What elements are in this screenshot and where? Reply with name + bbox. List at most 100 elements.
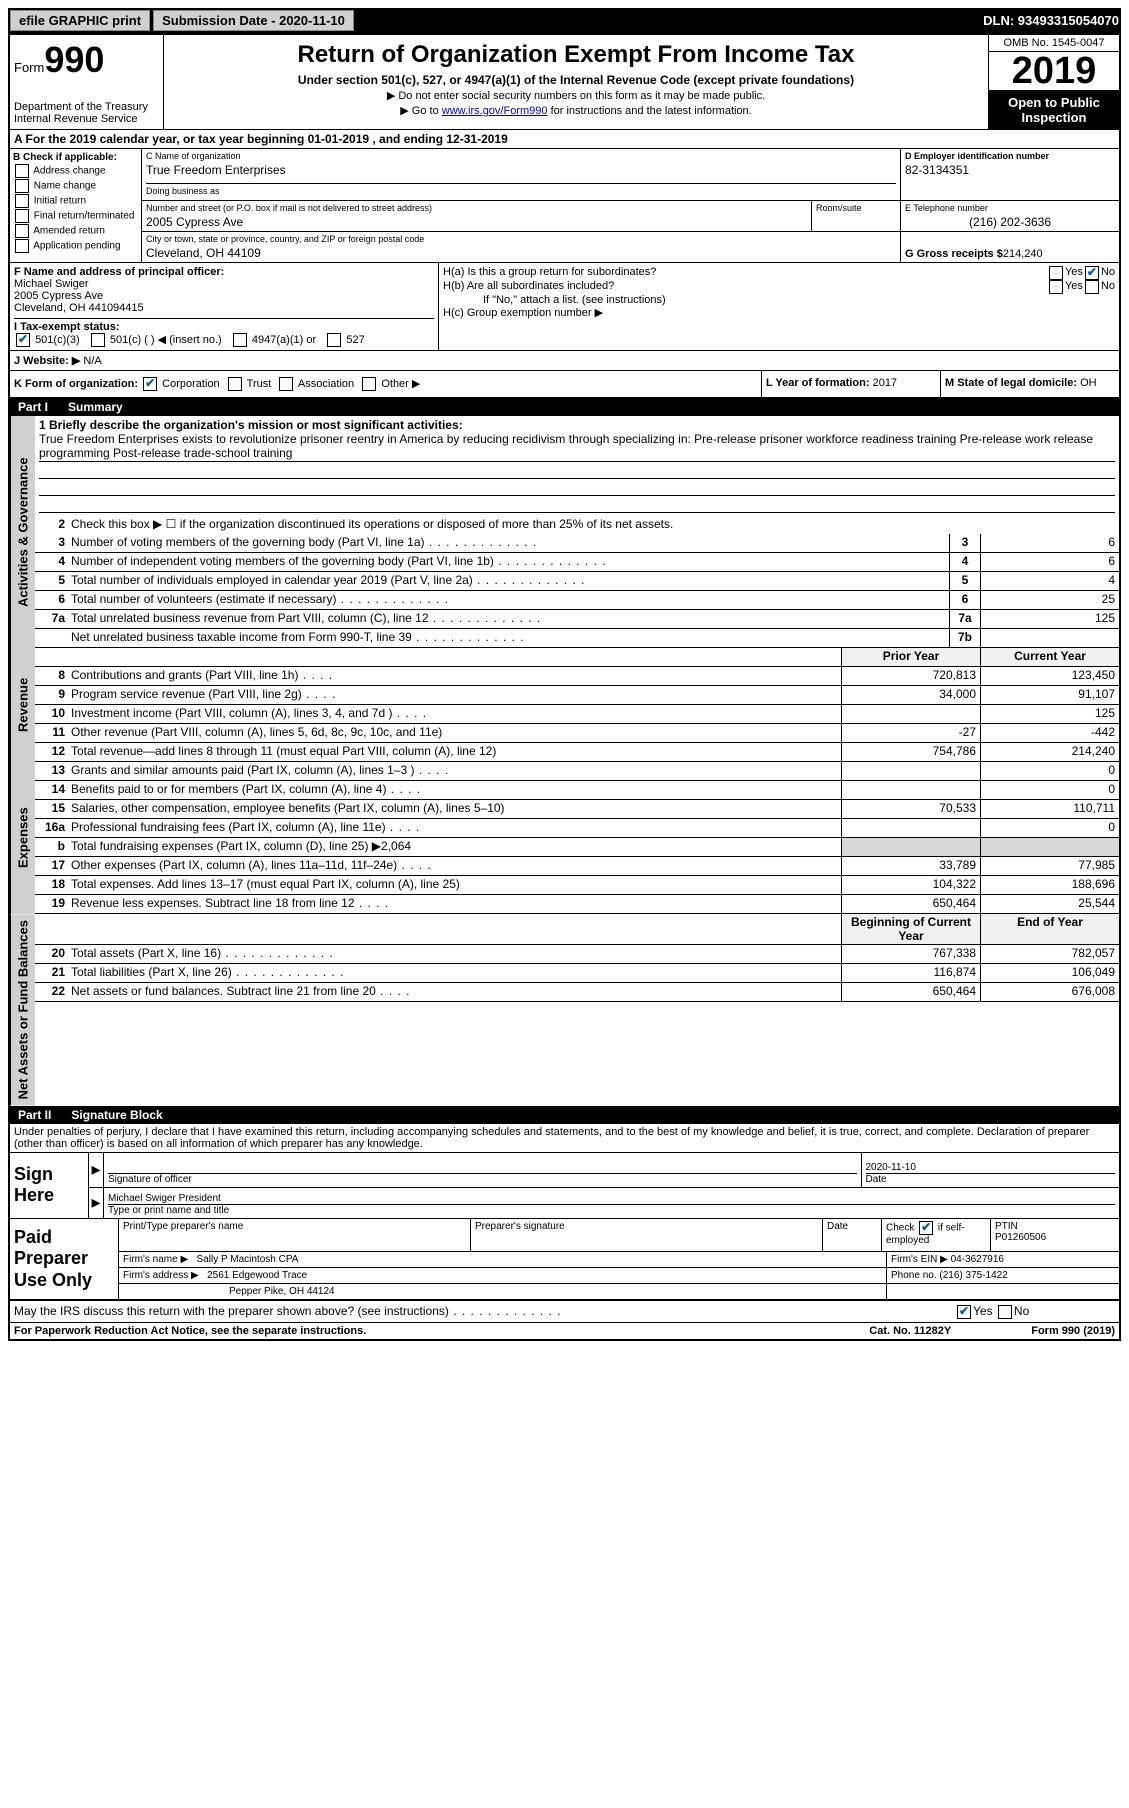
line-7b-value [980,629,1119,647]
header-note-1: ▶ Do not enter social security numbers o… [170,89,982,102]
officer-addr2: Cleveland, OH 441094415 [14,302,434,314]
side-tab-net-assets: Net Assets or Fund Balances [10,914,35,1105]
line-17-curr: 77,985 [980,857,1119,875]
section-l: L Year of formation: 2017 [761,371,940,397]
line-12-prior: 754,786 [841,743,980,761]
checkbox-self-employed[interactable]: ✔ [919,1221,933,1235]
line-20-curr: 782,057 [980,945,1119,963]
line-18-prior: 104,322 [841,876,980,894]
checkbox-address-change[interactable] [15,164,29,178]
checkbox-hb-no[interactable] [1085,280,1099,294]
irs-link[interactable]: www.irs.gov/Form990 [442,105,548,117]
mission-block: 1 Briefly describe the organization's mi… [35,416,1119,516]
line-22-prior: 650,464 [841,983,980,1001]
checkbox-discuss-yes[interactable]: ✔ [957,1305,971,1319]
section-cde: C Name of organization True Freedom Ente… [142,149,1119,262]
governance-section: Activities & Governance 1 Briefly descri… [10,416,1119,648]
line-6-value: 25 [980,591,1119,609]
line-8-curr: 123,450 [980,667,1119,685]
line-2: Check this box ▶ ☐ if the organization d… [67,516,1119,534]
line-20-prior: 767,338 [841,945,980,963]
irs-label: Internal Revenue Service [14,113,159,125]
section-m: M State of legal domicile: OH [940,371,1119,397]
section-h: H(a) Is this a group return for subordin… [439,263,1119,350]
line-21-curr: 106,049 [980,964,1119,982]
arrow-icon: ▸ [89,1188,104,1218]
firm-addr-value: 2561 Edgewood Trace [207,1270,307,1281]
line-16a-curr: 0 [980,819,1119,837]
checkbox-application-pending[interactable] [15,239,29,253]
checkbox-initial-return[interactable] [15,194,29,208]
footer-left: For Paperwork Reduction Act Notice, see … [14,1325,869,1337]
checkbox-association[interactable] [279,377,293,391]
ptin-value: P01260506 [995,1232,1046,1243]
line-9-prior: 34,000 [841,686,980,704]
line-18-curr: 188,696 [980,876,1119,894]
room-cell: Room/suite [812,201,901,231]
firm-addr2-value: Pepper Pike, OH 44124 [119,1284,887,1299]
section-b-label: B Check if applicable: [13,152,138,163]
checkbox-4947[interactable] [233,333,247,347]
checkbox-ha-yes[interactable] [1049,266,1063,280]
checkbox-ha-no[interactable]: ✔ [1085,266,1099,280]
checkbox-501c[interactable] [91,333,105,347]
org-name-value: True Freedom Enterprises [146,163,896,177]
checkbox-amended-return[interactable] [15,224,29,238]
checkbox-discuss-no[interactable] [998,1305,1012,1319]
dln-label: DLN: 93493315054070 [983,13,1119,28]
header-row: Form990 Department of the Treasury Inter… [10,35,1119,130]
website-value: N/A [83,355,101,367]
officer-addr1: 2005 Cypress Ave [14,290,434,302]
ein-cell: D Employer identification number 82-3134… [901,149,1119,200]
section-bcd: B Check if applicable: Address change Na… [10,149,1119,263]
address-cell: Number and street (or P.O. box if mail i… [142,201,812,231]
footer-row: For Paperwork Reduction Act Notice, see … [10,1323,1119,1339]
checkbox-501c3[interactable]: ✔ [16,333,30,347]
line-3-value: 6 [980,534,1119,552]
gross-receipts-cell: G Gross receipts $ 214,240 [901,232,1119,262]
side-tab-expenses: Expenses [10,762,35,914]
line-19-curr: 25,544 [980,895,1119,913]
penalties-declaration: Under penalties of perjury, I declare th… [10,1124,1119,1153]
checkbox-hb-yes[interactable] [1049,280,1063,294]
line-16a-prior [841,819,980,837]
form-container: Form990 Department of the Treasury Inter… [8,33,1121,1341]
footer-right: Form 990 (2019) [1031,1325,1115,1337]
line-7a-value: 125 [980,610,1119,628]
form-subtitle: Under section 501(c), 527, or 4947(a)(1)… [170,73,982,87]
discuss-row: May the IRS discuss this return with the… [10,1301,1119,1323]
sign-here-block: Sign Here ▸ Signature of officer 2020-11… [10,1153,1119,1219]
section-f: F Name and address of principal officer:… [10,263,439,350]
line-12-curr: 214,240 [980,743,1119,761]
domicile-value: OH [1080,377,1097,389]
checkbox-name-change[interactable] [15,179,29,193]
section-k: K Form of organization: ✔ Corporation Tr… [10,371,761,397]
checkbox-other[interactable] [362,377,376,391]
submission-button[interactable]: Submission Date - 2020-11-10 [153,10,354,31]
top-bar: efile GRAPHIC print Submission Date - 20… [8,8,1121,33]
org-name-cell: C Name of organization True Freedom Ente… [142,149,901,200]
line-15-prior: 70,533 [841,800,980,818]
firm-phone-value: (216) 375-1422 [939,1270,1007,1281]
checkbox-527[interactable] [327,333,341,347]
line-14-curr: 0 [980,781,1119,799]
line-11-prior: -27 [841,724,980,742]
firm-ein-value: 04-3627916 [951,1254,1004,1265]
checkbox-corporation[interactable]: ✔ [143,377,157,391]
city-value: Cleveland, OH 44109 [146,246,896,260]
efile-button[interactable]: efile GRAPHIC print [10,10,150,31]
line-14-prior [841,781,980,799]
checkbox-final-return[interactable] [15,209,29,223]
line-5-value: 4 [980,572,1119,590]
sign-here-label: Sign Here [10,1153,88,1218]
checkbox-trust[interactable] [228,377,242,391]
year-cell: OMB No. 1545-0047 2019 Open to Public In… [988,35,1119,129]
line-17-prior: 33,789 [841,857,980,875]
row-a-tax-year: A For the 2019 calendar year, or tax yea… [10,130,1119,149]
form-prefix: Form [14,60,44,75]
line-22-curr: 676,008 [980,983,1119,1001]
arrow-icon: ▸ [89,1153,104,1187]
line-4-value: 6 [980,553,1119,571]
section-fh: F Name and address of principal officer:… [10,263,1119,351]
expenses-section: Expenses 13Grants and similar amounts pa… [10,762,1119,914]
